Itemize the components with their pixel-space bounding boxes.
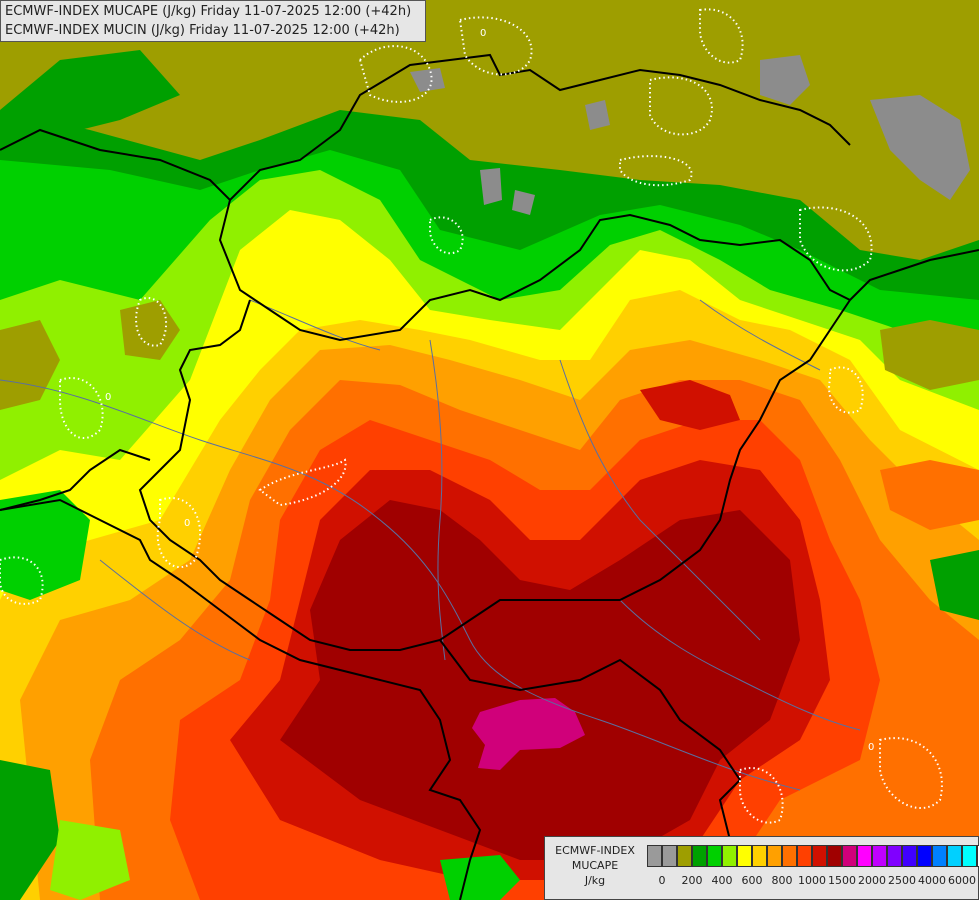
legend-swatch <box>947 845 962 867</box>
legend-swatch <box>932 845 947 867</box>
legend-ticks: 0 200 400 600 800 1000 1500 2000 2500 4000 6000 <box>647 874 977 888</box>
cape-200-area-w <box>0 50 180 140</box>
legend-tick-label: 1000 <box>798 874 826 887</box>
river-5 <box>619 599 861 731</box>
legend-title: ECMWF-INDEX MUCAPE J/kg <box>545 843 645 888</box>
river-1 <box>0 379 801 791</box>
legend-tick-label: 1500 <box>828 874 856 887</box>
mucin-contour-7 <box>59 377 104 440</box>
cape-olive-patch-w2 <box>120 300 180 360</box>
cape-olive-patch-e <box>880 320 979 390</box>
legend-swatch <box>692 845 707 867</box>
legend-swatch <box>662 845 677 867</box>
mucin-contours <box>0 8 943 824</box>
legend-swatch <box>737 845 752 867</box>
cape-green-patch-s <box>440 855 520 900</box>
legend-model: ECMWF-INDEX <box>555 844 635 857</box>
contour-label: 0 <box>105 392 111 403</box>
border-north <box>0 53 851 202</box>
legend-swatch <box>647 845 662 867</box>
contour-label: 0 <box>480 28 486 39</box>
legend-swatch <box>722 845 737 867</box>
legend-tick-label: 2000 <box>858 874 886 887</box>
lake-n2 <box>410 68 445 92</box>
legend-unit: J/kg <box>584 874 606 887</box>
legend-swatch <box>782 845 797 867</box>
cape-2500-area <box>472 698 585 770</box>
legend-tick-label: 200 <box>681 874 703 887</box>
contour-label: 0 <box>868 742 874 753</box>
mucin-contour-1 <box>358 45 433 103</box>
river-3 <box>559 359 761 641</box>
contour-label: 0 <box>184 518 190 529</box>
lakes <box>410 55 970 215</box>
legend-tick-label: 800 <box>771 874 793 887</box>
cape-red-patch-ne <box>640 380 740 430</box>
legend-tick-label: 4000 <box>918 874 946 887</box>
legend-tick-label: 0 <box>658 874 666 887</box>
legend-swatch <box>917 845 932 867</box>
mucin-contour-12 <box>739 767 784 824</box>
mucin-contour-13 <box>879 737 943 810</box>
legend-swatch <box>902 845 917 867</box>
legend-swatch <box>887 845 902 867</box>
legend-swatch <box>752 845 767 867</box>
mucin-contour-3 <box>649 76 713 136</box>
border-hu-east <box>138 299 851 651</box>
contour-labels: 0 0 0 0 <box>105 28 874 753</box>
legend-swatch <box>842 845 857 867</box>
border-south <box>0 498 482 900</box>
legend-swatch <box>707 845 722 867</box>
border-ro-east <box>849 249 979 301</box>
rivers <box>0 299 861 791</box>
cape-green-patch-sw <box>0 760 60 900</box>
legend-tick-label: 6000 <box>948 874 976 887</box>
legend-tick-label: 600 <box>741 874 763 887</box>
lake-ne <box>870 95 970 200</box>
legend-swatch <box>977 845 979 867</box>
title-line-mucin: ECMWF-INDEX MUCIN (J/kg) Friday 11-07-20… <box>5 23 400 38</box>
mucin-contour-15 <box>0 556 44 605</box>
border-west <box>0 448 151 511</box>
legend-swatch <box>872 845 887 867</box>
title-line-mucape: ECMWF-INDEX MUCAPE (J/kg) Friday 11-07-2… <box>5 4 412 19</box>
legend-swatch <box>962 845 977 867</box>
cape-green-patch-w <box>0 490 90 600</box>
color-legend: ECMWF-INDEX MUCAPE J/kg 0 200 400 600 800 100… <box>544 836 979 900</box>
legend-field: MUCAPE <box>571 859 619 872</box>
map-title: ECMWF-INDEX MUCAPE (J/kg) Friday 11-07-2… <box>0 0 426 42</box>
cape-lime-patch-sw <box>50 820 130 900</box>
river-2 <box>429 339 446 661</box>
legend-swatch <box>827 845 842 867</box>
mucin-contour-2 <box>458 16 533 76</box>
legend-swatch <box>677 845 692 867</box>
cape-shading <box>0 50 979 900</box>
legend-swatch <box>767 845 782 867</box>
lake-n4 <box>480 168 502 205</box>
lake-n3 <box>585 100 610 130</box>
river-6 <box>99 559 251 661</box>
mucin-contour-10 <box>258 458 347 507</box>
legend-swatch <box>812 845 827 867</box>
mucin-contour-6 <box>429 216 464 255</box>
cape-orange-patch-e <box>880 460 979 530</box>
legend-swatches <box>647 845 979 867</box>
legend-tick-label: 2500 <box>888 874 916 887</box>
cape-2000-area <box>280 500 800 860</box>
lake-n5 <box>512 190 535 215</box>
mucin-contour-14 <box>619 155 693 187</box>
legend-swatch <box>797 845 812 867</box>
border-central <box>218 199 851 342</box>
lake-n <box>760 55 810 105</box>
legend-swatch <box>857 845 872 867</box>
legend-tick-label: 400 <box>711 874 733 887</box>
cape-green-patch-e <box>930 550 979 620</box>
